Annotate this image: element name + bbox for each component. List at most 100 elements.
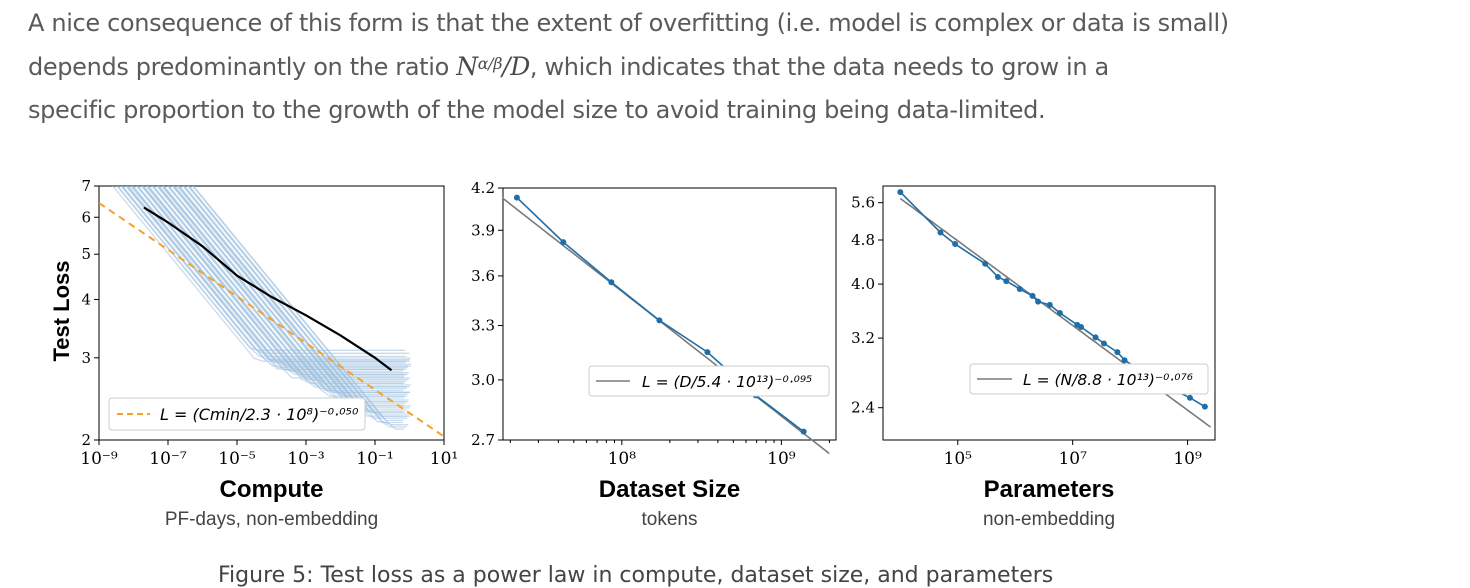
data-point — [513, 194, 520, 201]
ratio-formula: Nα/β/D — [456, 52, 530, 81]
legend: L = (D/5.4 · 10¹³)⁻⁰·⁰⁹⁵ — [588, 365, 830, 397]
y-tick-label: 4.0 — [851, 275, 875, 293]
training-curve — [116, 186, 406, 358]
training-curve — [121, 186, 411, 367]
figure-caption: Figure 5: Test loss as a power law in co… — [218, 563, 1054, 588]
x-axis-label: Dataset Size — [599, 476, 740, 503]
y-tick-label: 5 — [81, 245, 91, 263]
data-point — [1056, 309, 1063, 316]
y-tick-label: 6 — [81, 208, 91, 226]
x-tick-label: 10⁸ — [608, 449, 637, 469]
y-tick-label: 3.9 — [471, 221, 495, 239]
y-tick-label: 3.2 — [851, 329, 875, 347]
x-axis-label: Parameters — [984, 476, 1115, 503]
y-tick-label: 7 — [81, 177, 91, 195]
x-tick-label: 10⁷ — [1058, 449, 1087, 469]
fit-line-dashed — [99, 202, 444, 438]
x-axis-sublabel: tokens — [642, 509, 698, 530]
line2-post-text: , which indicates that the data needs to… — [529, 53, 1109, 81]
legend-box — [588, 365, 830, 397]
y-tick-label: 3 — [81, 349, 91, 367]
legend-label: L = (D/5.4 · 10¹³)⁻⁰·⁰⁹⁵ — [642, 373, 812, 391]
data-point — [1035, 298, 1042, 305]
legend: L = (N/8.8 · 10¹³)⁻⁰·⁰⁷⁶ — [969, 363, 1209, 395]
x-tick-label: 10⁹ — [767, 449, 796, 469]
y-tick-label: 4.2 — [471, 179, 495, 197]
y-axis-label: Test Loss — [49, 260, 74, 361]
training-curve — [192, 186, 404, 430]
legend: L = (Cmin/2.3 · 10⁸)⁻⁰·⁰⁵⁰ — [108, 397, 366, 431]
paragraph-line-3: specific proportion to the growth of the… — [28, 96, 1046, 124]
data-point — [1078, 324, 1085, 331]
chart-panel-3: 10⁵ 10⁷ 10⁹ 2.4 3.2 4.0 4.8 5.6 Parameters non-em… — [851, 185, 1216, 530]
chart-panel-1: 10⁻⁹ 10⁻⁷ 10⁻⁵ 10⁻³ 10⁻¹ 10¹ 2 3 4 5 6 7 Compute PF-d… — [49, 177, 458, 530]
data-point — [1121, 357, 1128, 364]
paragraph-line-1: A nice consequence of this form is that … — [28, 9, 1229, 37]
x-axis-label: Compute — [220, 476, 324, 503]
chart-panel-2: 10⁸ 10⁹ 2.7 3.0 3.3 3.6 3.9 4.2 Dataset Size toke… — [471, 179, 837, 530]
data-point — [937, 229, 944, 236]
x-tick-label: 10⁻⁵ — [218, 449, 256, 469]
training-curve — [188, 186, 409, 426]
data-point — [1029, 292, 1036, 299]
training-curve — [127, 186, 408, 369]
legend-box — [108, 397, 366, 431]
compute-frontier-line — [143, 206, 393, 372]
data-point — [1100, 340, 1107, 347]
training-curve — [142, 186, 406, 376]
data-point — [1046, 301, 1053, 308]
y-tick-label: 4 — [81, 290, 91, 308]
data-point — [608, 279, 615, 286]
y-tick-label: 2.7 — [471, 431, 495, 449]
body-paragraph: A nice consequence of this form is that … — [28, 2, 1258, 132]
y-tick-label: 3.3 — [471, 317, 495, 335]
training-curve — [147, 186, 411, 386]
data-point — [1016, 285, 1023, 292]
x-tick-label: 10⁵ — [944, 449, 973, 469]
training-curve — [140, 186, 404, 371]
x-axis-sublabel: non-embedding — [983, 509, 1115, 530]
math-superscript: α/β — [477, 54, 503, 73]
data-point — [656, 317, 663, 324]
legend-box — [969, 363, 1209, 395]
training-curve — [137, 186, 409, 374]
y-tick-label: 3.0 — [471, 371, 495, 389]
data-point — [897, 189, 904, 196]
data-point — [1114, 349, 1121, 356]
x-axis-sublabel: PF-days, non-embedding — [165, 509, 378, 530]
x-tick-label: 10¹ — [430, 449, 458, 469]
math-rest: /D — [502, 52, 530, 81]
data-point — [994, 273, 1001, 280]
y-tick-label: 5.6 — [851, 194, 875, 212]
training-curve — [178, 186, 408, 419]
line2-pre-text: depends predominantly on the ratio — [28, 53, 457, 81]
data-point — [800, 428, 807, 435]
legend-label: L = (N/8.8 · 10¹³)⁻⁰·⁰⁷⁶ — [1023, 371, 1193, 389]
data-point — [1003, 278, 1010, 285]
x-tick-label: 10⁻³ — [287, 449, 324, 469]
plot-frame — [98, 185, 445, 441]
paragraph-line-2: depends predominantly on the ratio Nα/β/… — [28, 45, 1258, 89]
legend-label: L = (Cmin/2.3 · 10⁸)⁻⁰·⁰⁵⁰ — [160, 405, 359, 424]
data-point — [952, 241, 959, 248]
plot-frame — [882, 185, 1216, 441]
data-point — [1092, 334, 1099, 341]
figure-5: 10⁻⁹ 10⁻⁷ 10⁻⁵ 10⁻³ 10⁻¹ 10¹ 2 3 4 5 6 7 Compute PF-d… — [49, 177, 1216, 530]
x-tick-label: 10⁹ — [1173, 449, 1202, 469]
fit-line — [501, 197, 830, 455]
y-tick-label: 2 — [81, 431, 91, 449]
data-point — [1201, 403, 1208, 410]
math-base: N — [456, 52, 478, 81]
plot-area — [99, 186, 444, 438]
y-tick-label: 3.6 — [471, 267, 495, 285]
data-point — [1186, 394, 1193, 401]
y-tick-label: 4.8 — [851, 231, 875, 249]
x-tick-label: 10⁻⁷ — [149, 449, 187, 469]
training-curve — [163, 186, 409, 393]
data-point — [704, 349, 711, 356]
x-tick-label: 10⁻¹ — [356, 449, 393, 469]
plot-frame — [502, 187, 837, 441]
y-tick-label: 2.4 — [851, 399, 875, 417]
data-point — [560, 239, 567, 246]
x-tick-label: 10⁻⁹ — [80, 449, 118, 469]
